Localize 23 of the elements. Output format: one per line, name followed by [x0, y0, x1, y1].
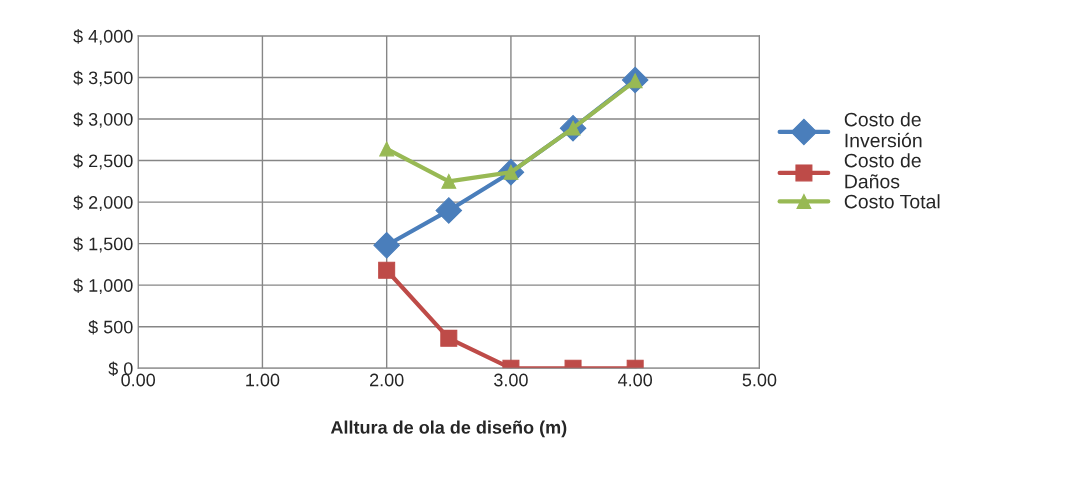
y-tick-label: $ 4,000	[73, 29, 133, 45]
point	[378, 261, 396, 279]
y-tick-label: $ 1,000	[73, 278, 133, 295]
x-tick-label: 2.00	[370, 373, 404, 387]
point	[440, 329, 458, 347]
y-tick-label: $ 500	[88, 319, 133, 335]
legend-label: Costo de Daños	[844, 153, 921, 189]
x-axis-title: Alltura de ola de diseño (m)	[330, 420, 567, 438]
point	[379, 141, 395, 157]
x-tick-label: 1.00	[246, 373, 280, 387]
y-tick-label: $ 2,500	[73, 153, 133, 170]
point	[441, 173, 457, 189]
y-tick-label: $ 1,500	[73, 236, 133, 253]
point	[373, 232, 400, 259]
y-tick-label: $ 2,000	[73, 195, 133, 211]
point	[435, 197, 463, 224]
x-tick-label: 4.00	[618, 373, 653, 387]
legend-label: Costo de Inversión	[844, 112, 922, 148]
y-tick-label: $ 3,000	[73, 112, 133, 128]
legend-label: Costo Total	[844, 194, 940, 209]
x-tick-label: 5.00	[742, 373, 777, 387]
y-tick-label: $ 3,500	[73, 70, 133, 87]
x-tick-label: 3.00	[494, 373, 528, 387]
